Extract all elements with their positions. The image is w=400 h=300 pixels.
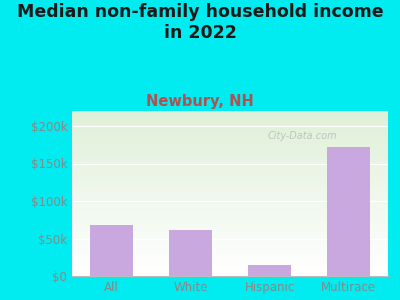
Text: City-Data.com: City-Data.com — [268, 131, 338, 141]
Bar — [327, 147, 370, 276]
Bar — [90, 225, 133, 276]
Bar — [169, 230, 212, 276]
Bar — [248, 265, 291, 276]
Text: Median non-family household income
in 2022: Median non-family household income in 20… — [17, 3, 383, 42]
Text: Newbury, NH: Newbury, NH — [146, 94, 254, 110]
